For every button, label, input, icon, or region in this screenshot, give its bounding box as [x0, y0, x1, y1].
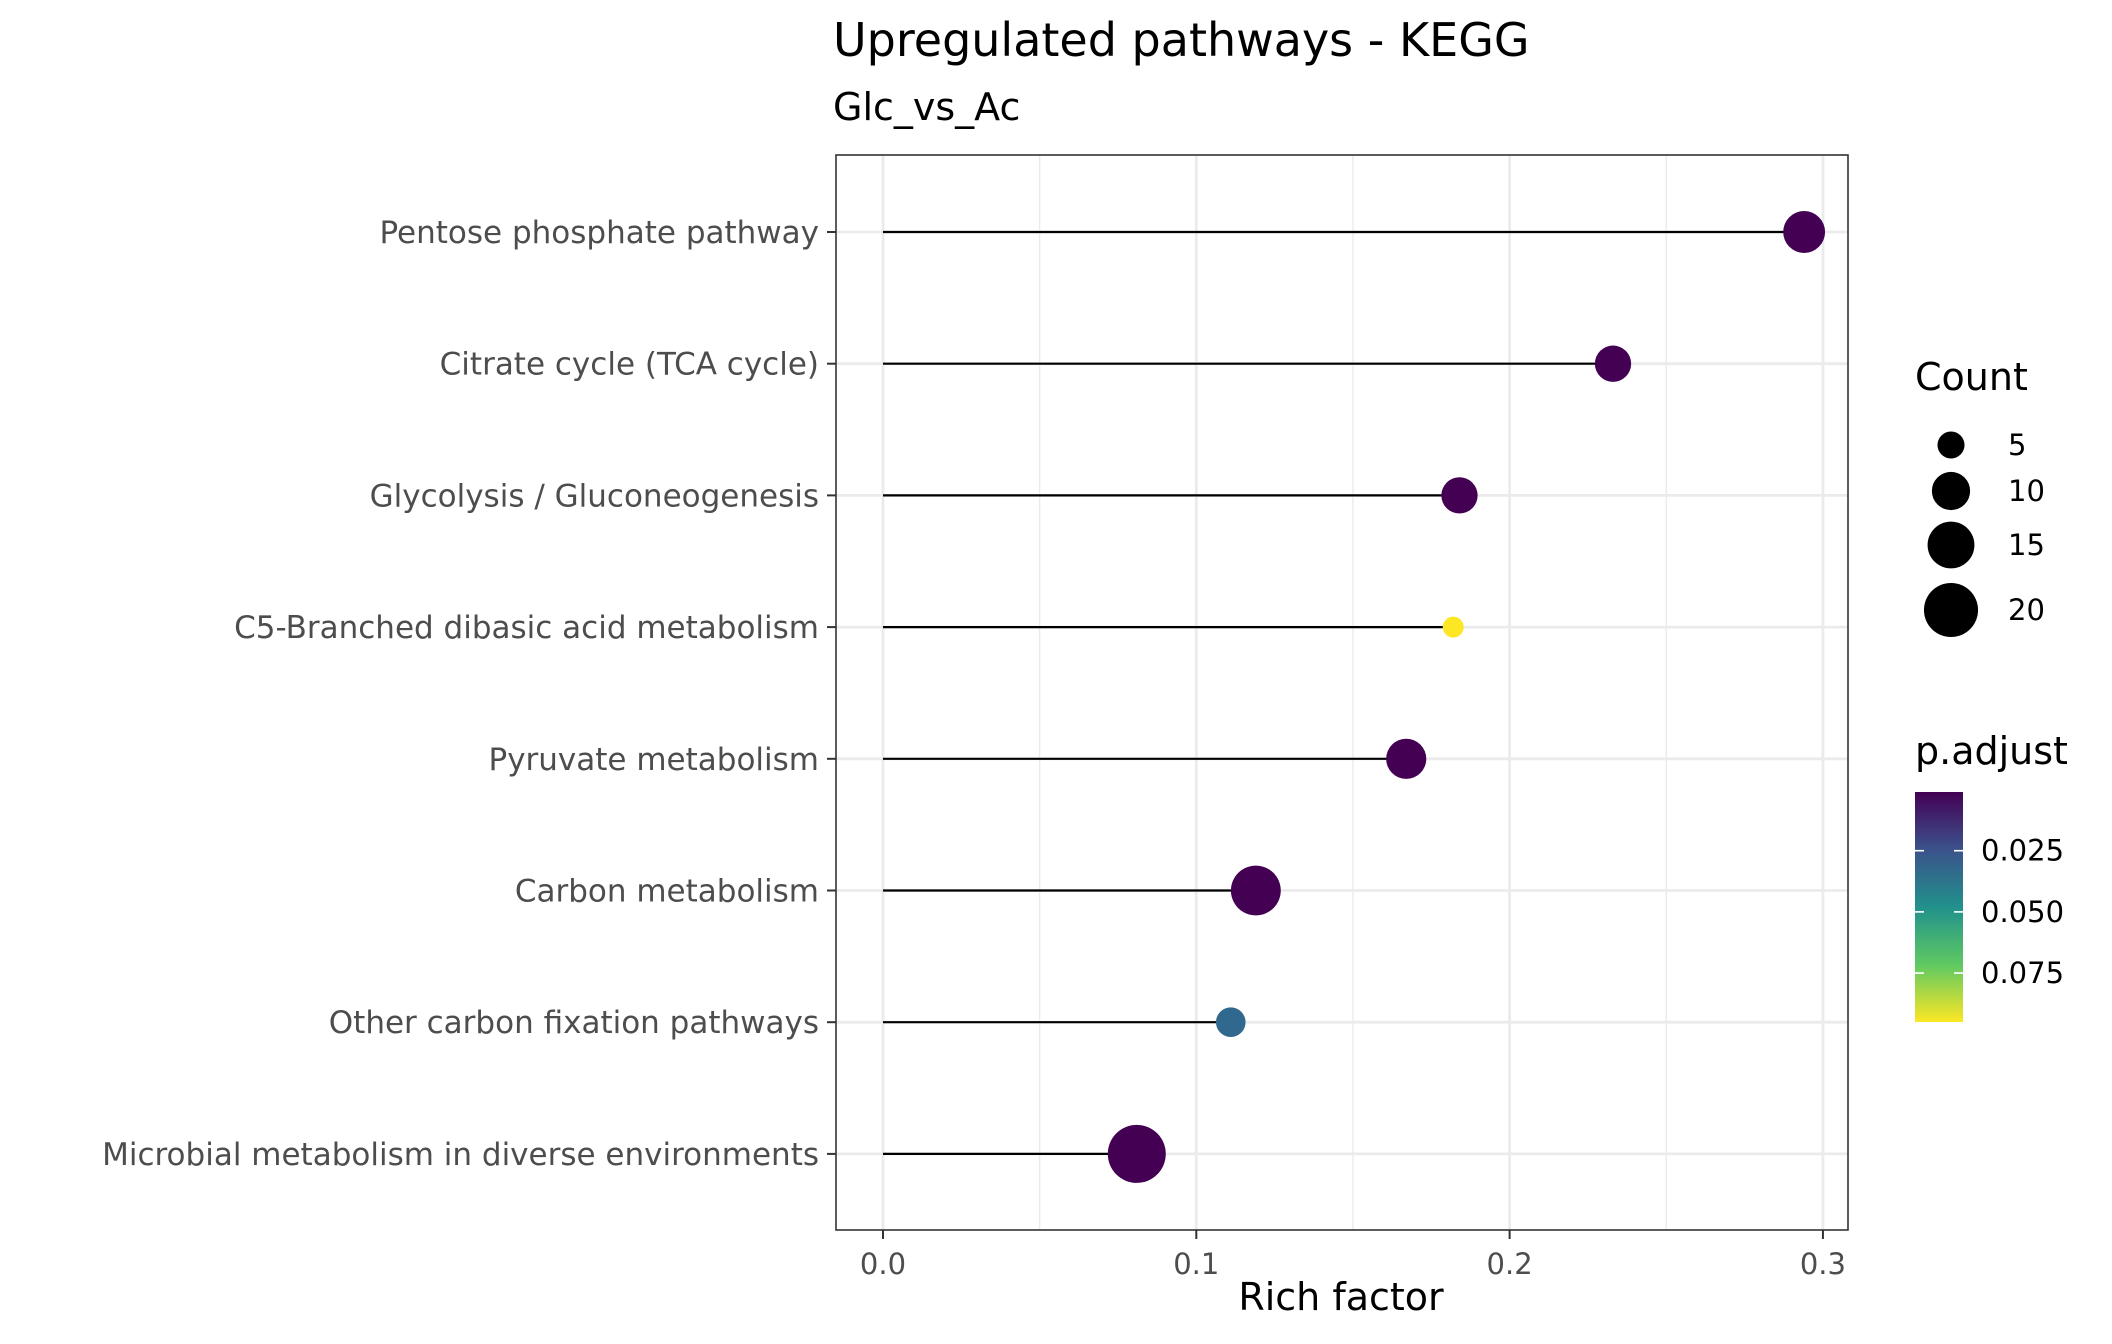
- y-tick-label: Other carbon fixation pathways: [329, 1005, 819, 1041]
- data-point: [1442, 616, 1464, 638]
- chart-subtitle: Glc_vs_Ac: [833, 85, 1020, 129]
- x-axis: 0.0 0.1 0.2 0.3: [860, 1230, 1846, 1281]
- y-tick-label: Glycolysis / Gluconeogenesis: [370, 478, 819, 514]
- size-legend: Count 5 10 15 20: [1915, 355, 2045, 638]
- plot-panel: [835, 154, 1849, 1231]
- chart-title: Upregulated pathways - KEGG: [833, 13, 1530, 67]
- color-legend-label: 0.050: [1981, 895, 2064, 929]
- x-tick-label: 0.0: [860, 1247, 906, 1281]
- data-point: [1441, 477, 1478, 514]
- x-tick-label: 0.2: [1487, 1247, 1533, 1281]
- size-legend-label: 5: [2008, 428, 2026, 462]
- size-legend-title: Count: [1915, 355, 2028, 399]
- size-legend-key: [1927, 521, 1975, 569]
- y-tick-label: C5-Branched dibasic acid metabolism: [234, 610, 819, 646]
- data-point: [1386, 738, 1427, 779]
- size-legend-label: 20: [2008, 593, 2045, 627]
- data-point: [1107, 1124, 1166, 1183]
- size-legend-label: 10: [2008, 474, 2045, 508]
- color-legend-label: 0.075: [1981, 956, 2064, 990]
- data-points: [1107, 211, 1826, 1183]
- y-axis: Pentose phosphate pathway Citrate cycle (…: [102, 215, 836, 1173]
- data-point: [1783, 211, 1826, 253]
- grid-lines: [836, 155, 1848, 1230]
- data-point: [1230, 865, 1281, 916]
- y-tick-label: Carbon metabolism: [515, 874, 819, 910]
- x-tick-label: 0.3: [1800, 1247, 1846, 1281]
- x-axis-title: Rich factor: [1238, 1275, 1444, 1319]
- color-legend-title: p.adjust: [1915, 729, 2068, 773]
- lollipop-stems: [882, 230, 1805, 1156]
- panel-background: [836, 155, 1848, 1230]
- panel-border: [835, 154, 1849, 1231]
- size-legend-key: [1923, 582, 1979, 638]
- color-legend-bar: [1915, 792, 1963, 1022]
- data-point: [1215, 1007, 1246, 1038]
- y-tick-label: Pentose phosphate pathway: [379, 215, 819, 251]
- size-legend-label: 15: [2008, 528, 2045, 562]
- y-tick-label: Citrate cycle (TCA cycle): [440, 347, 819, 383]
- size-legend-key: [1937, 431, 1965, 459]
- x-tick-label: 0.1: [1173, 1247, 1219, 1281]
- size-legend-key: [1931, 471, 1971, 511]
- y-tick-label: Microbial metabolism in diverse environm…: [102, 1137, 819, 1173]
- color-legend-label: 0.025: [1981, 834, 2064, 868]
- y-tick-label: Pyruvate metabolism: [489, 742, 820, 778]
- data-point: [1594, 345, 1632, 382]
- color-legend: p.adjust 0.025 0.050 0.075: [1915, 729, 2068, 1022]
